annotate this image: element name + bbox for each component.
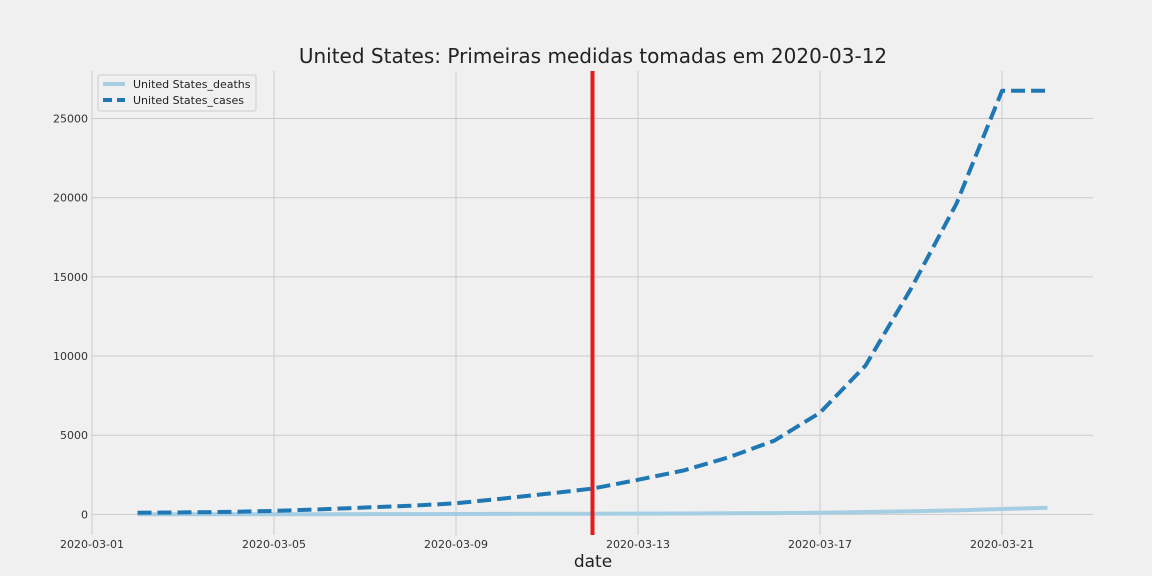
chart-title: United States: Primeiras medidas tomadas… (299, 44, 887, 68)
y-tick-label: 20000 (53, 192, 88, 205)
y-tick-label: 0 (81, 508, 88, 521)
legend: United States_deaths United States_cases (97, 74, 257, 112)
x-tick-label: 2020-03-01 (60, 538, 124, 551)
x-axis-label: date (574, 552, 612, 572)
x-tick-label: 2020-03-21 (970, 538, 1034, 551)
legend-label-cases: United States_cases (133, 94, 244, 107)
legend-box (97, 74, 257, 112)
x-tick-label: 2020-03-13 (606, 538, 670, 551)
tick-labels: 0 5000 10000 15000 20000 25000 2020-03-01 2020-… (53, 113, 1034, 551)
y-tick-label: 10000 (53, 350, 88, 363)
y-tick-label: 15000 (53, 271, 88, 284)
series-line-cases (137, 88, 1048, 515)
x-tick-label: 2020-03-09 (424, 538, 488, 551)
y-tick-label: 5000 (60, 429, 88, 442)
x-tick-label: 2020-03-17 (788, 538, 852, 551)
y-tick-label: 25000 (53, 113, 88, 126)
legend-label-deaths: United States_deaths (133, 78, 251, 91)
x-tick-label: 2020-03-05 (242, 538, 306, 551)
